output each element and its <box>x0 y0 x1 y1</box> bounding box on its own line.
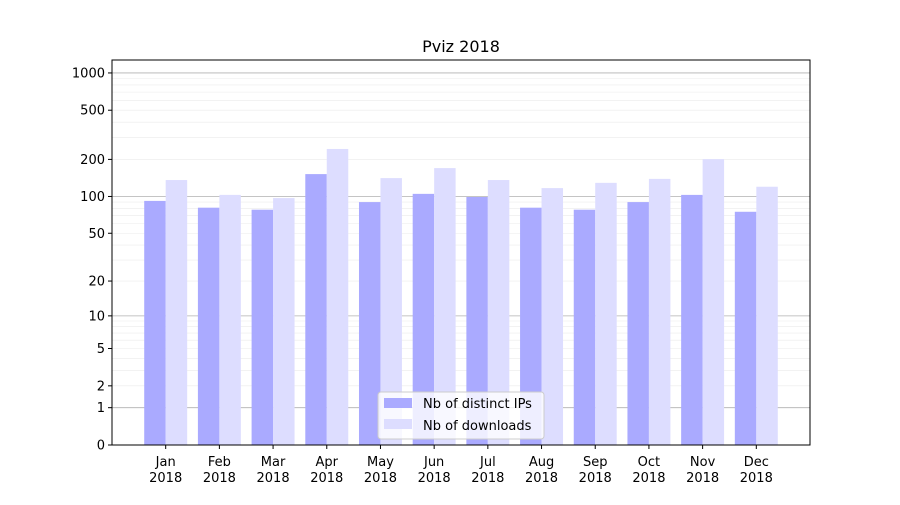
x-tick-label: May 2018 <box>364 455 397 486</box>
axes-frame <box>111 59 811 446</box>
legend-label-downloads: Nb of downloads <box>423 419 532 434</box>
bar-downloads-8 <box>595 182 617 445</box>
bar-ips-2 <box>251 209 274 445</box>
x-axis: Jan 2018 Feb 2018 Mar 2018 Apr 2018 May 2018 Jun 20… <box>149 445 773 486</box>
legend-label-ips: Nb of distinct IPs <box>423 397 532 412</box>
y-tick-label: 1000 <box>72 66 105 81</box>
bar-ips-1 <box>197 207 220 445</box>
bar-ips-4 <box>358 202 381 445</box>
y-tick-label: 100 <box>80 190 105 205</box>
chart-title: Pviz 2018 <box>422 37 500 56</box>
x-tick-label: Jan 2018 <box>149 455 182 486</box>
bars <box>144 148 778 446</box>
bar-ips-3 <box>305 174 327 446</box>
x-tick-label: Nov 2018 <box>686 455 719 486</box>
bar-ips-0 <box>144 200 166 445</box>
bar-downloads-0 <box>165 180 188 445</box>
legend-swatch-ips <box>384 398 412 408</box>
bar-downloads-6 <box>487 180 510 445</box>
y-tick-label: 200 <box>80 153 105 168</box>
x-tick-label: Mar 2018 <box>257 455 290 486</box>
bar-downloads-3 <box>326 148 349 445</box>
bar-downloads-10 <box>702 159 725 445</box>
y-tick-label: 2 <box>97 379 105 394</box>
x-tick-label: Aug 2018 <box>525 455 558 486</box>
y-tick-label: 500 <box>80 104 105 119</box>
bar-downloads-7 <box>541 188 564 445</box>
y-tick-label: 1 <box>97 401 105 416</box>
y-tick-label: 10 <box>88 309 105 324</box>
bar-ips-6 <box>466 196 488 445</box>
x-tick-label: Feb 2018 <box>203 455 236 486</box>
bar-ips-7 <box>520 207 542 445</box>
bar-downloads-11 <box>756 186 778 445</box>
y-tick-label: 0 <box>97 439 105 454</box>
y-tick-label: 50 <box>88 227 105 242</box>
bar-downloads-9 <box>648 178 671 445</box>
legend-box <box>377 391 545 440</box>
bar-ips-5 <box>412 193 435 445</box>
x-tick-label: Apr 2018 <box>310 455 343 486</box>
x-tick-label: Oct 2018 <box>632 455 665 486</box>
y-tick-label: 20 <box>88 275 105 290</box>
bar-downloads-2 <box>273 198 295 445</box>
x-tick-label: Jul 2018 <box>471 455 504 486</box>
y-axis: 0 1 2 5 10 20 50 100 200 500 1000 <box>72 66 112 454</box>
x-tick-label: Sep 2018 <box>579 455 612 486</box>
bar-ips-8 <box>573 209 596 445</box>
legend-swatch-downloads <box>384 419 412 429</box>
bar-downloads-1 <box>219 194 241 445</box>
x-tick-label: Dec 2018 <box>740 455 773 486</box>
bar-ips-11 <box>734 211 757 445</box>
x-tick-label: Jun 2018 <box>418 455 451 486</box>
bar-ips-10 <box>681 194 703 445</box>
legend: Nb of distinct IPs Nb of downloads <box>377 391 545 440</box>
bar-ips-9 <box>627 202 649 445</box>
bar-downloads-5 <box>434 168 456 446</box>
y-tick-label: 5 <box>97 342 105 357</box>
bar-downloads-4 <box>380 178 402 445</box>
